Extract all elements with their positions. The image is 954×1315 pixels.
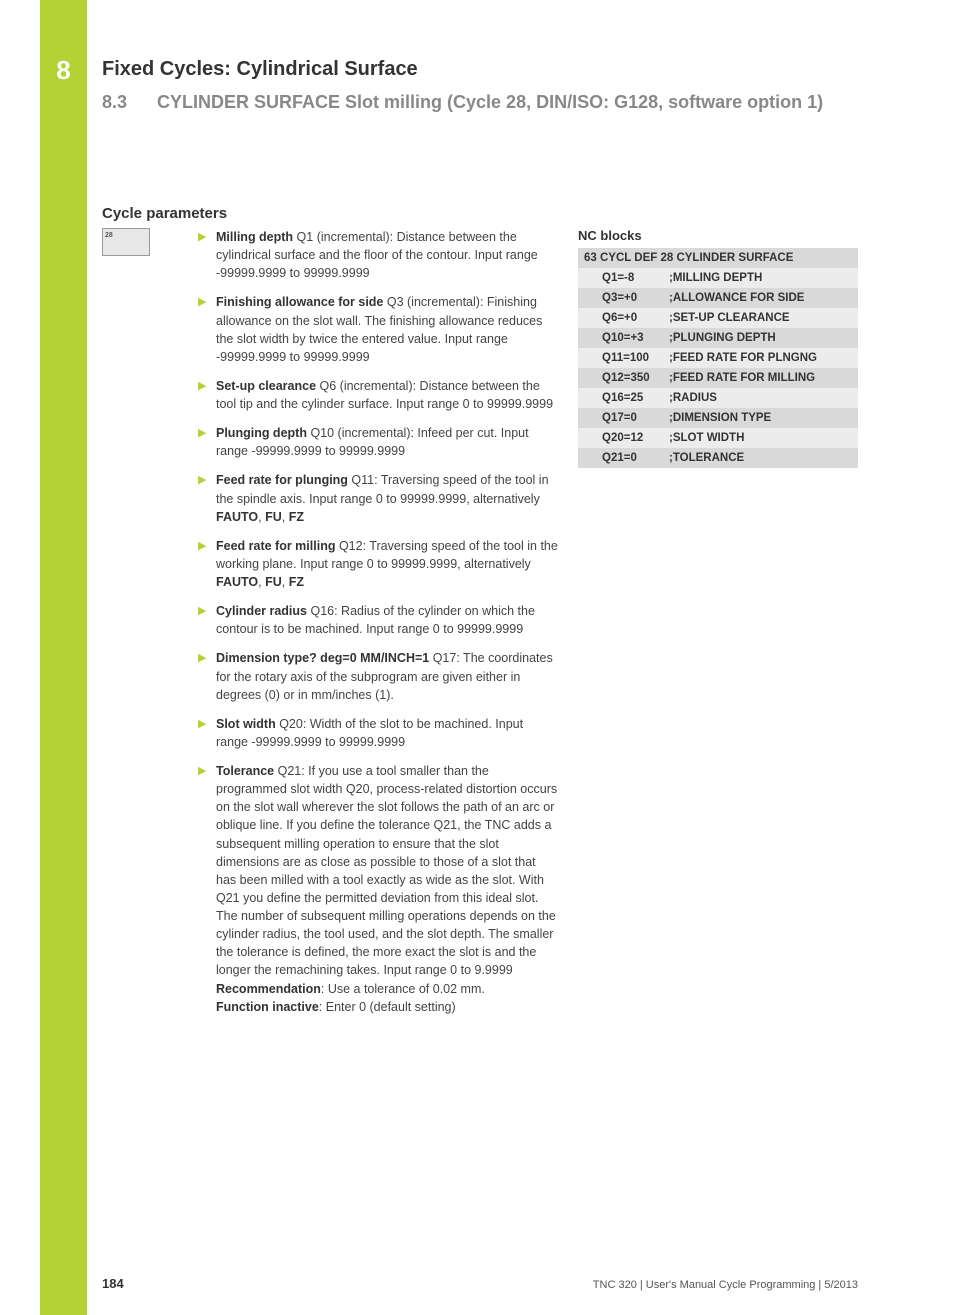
parameter-item: ▶Plunging depth Q10 (incremental): Infee… — [198, 424, 558, 460]
chapter-number: 8 — [40, 55, 87, 86]
parameter-item: ▶Milling depth Q1 (incremental): Distanc… — [198, 228, 558, 282]
cycle-icon-label: 28 — [105, 232, 113, 239]
section-text: CYLINDER SURFACE Slot milling (Cycle 28,… — [157, 90, 837, 115]
nc-block-row: Q12=350;FEED RATE FOR MILLING — [578, 368, 858, 388]
nc-block-row: Q17=0;DIMENSION TYPE — [578, 408, 858, 428]
parameter-item: ▶Tolerance Q21: If you use a tool smalle… — [198, 762, 558, 1016]
bullet-arrow-icon: ▶ — [198, 230, 206, 246]
parameter-item: ▶Feed rate for plunging Q11: Traversing … — [198, 471, 558, 525]
chapter-title: Fixed Cycles: Cylindrical Surface — [102, 58, 418, 81]
nc-block-row: Q21=0;TOLERANCE — [578, 448, 858, 468]
bullet-arrow-icon: ▶ — [198, 764, 206, 780]
bullet-arrow-icon: ▶ — [198, 295, 206, 311]
parameter-item: ▶Slot width Q20: Width of the slot to be… — [198, 715, 558, 751]
chapter-side-bar — [40, 0, 87, 1315]
bullet-arrow-icon: ▶ — [198, 539, 206, 555]
footer-text: TNC 320 | User's Manual Cycle Programmin… — [593, 1279, 858, 1291]
nc-block-row: Q10=+3;PLUNGING DEPTH — [578, 328, 858, 348]
parameter-item: ▶Cylinder radius Q16: Radius of the cyli… — [198, 602, 558, 638]
nc-blocks-table: 63 CYCL DEF 28 CYLINDER SURFACEQ1=-8;MIL… — [578, 248, 858, 468]
parameter-list: ▶Milling depth Q1 (incremental): Distanc… — [198, 228, 558, 1027]
nc-block-row: Q6=+0;SET-UP CLEARANCE — [578, 308, 858, 328]
nc-block-row: 63 CYCL DEF 28 CYLINDER SURFACE — [578, 248, 858, 268]
nc-block-row: Q3=+0;ALLOWANCE FOR SIDE — [578, 288, 858, 308]
nc-block-row: Q1=-8;MILLING DEPTH — [578, 268, 858, 288]
parameter-item: ▶Dimension type? deg=0 MM/INCH=1 Q17: Th… — [198, 649, 558, 703]
parameter-item: ▶Set-up clearance Q6 (incremental): Dist… — [198, 377, 558, 413]
section-number: 8.3 — [102, 90, 152, 115]
bullet-arrow-icon: ▶ — [198, 651, 206, 667]
parameter-item: ▶Finishing allowance for side Q3 (increm… — [198, 293, 558, 366]
nc-blocks-heading: NC blocks — [578, 228, 642, 243]
cycle-icon: 28 — [102, 228, 150, 256]
section-title: 8.3 CYLINDER SURFACE Slot milling (Cycle… — [102, 90, 862, 115]
bullet-arrow-icon: ▶ — [198, 379, 206, 395]
parameter-item: ▶Feed rate for milling Q12: Traversing s… — [198, 537, 558, 591]
bullet-arrow-icon: ▶ — [198, 426, 206, 442]
cycle-parameters-heading: Cycle parameters — [102, 205, 227, 222]
bullet-arrow-icon: ▶ — [198, 604, 206, 620]
bullet-arrow-icon: ▶ — [198, 717, 206, 733]
nc-block-row: Q11=100;FEED RATE FOR PLNGNG — [578, 348, 858, 368]
page-number: 184 — [102, 1276, 124, 1291]
nc-block-row: Q20=12;SLOT WIDTH — [578, 428, 858, 448]
nc-block-row: Q16=25;RADIUS — [578, 388, 858, 408]
bullet-arrow-icon: ▶ — [198, 473, 206, 489]
